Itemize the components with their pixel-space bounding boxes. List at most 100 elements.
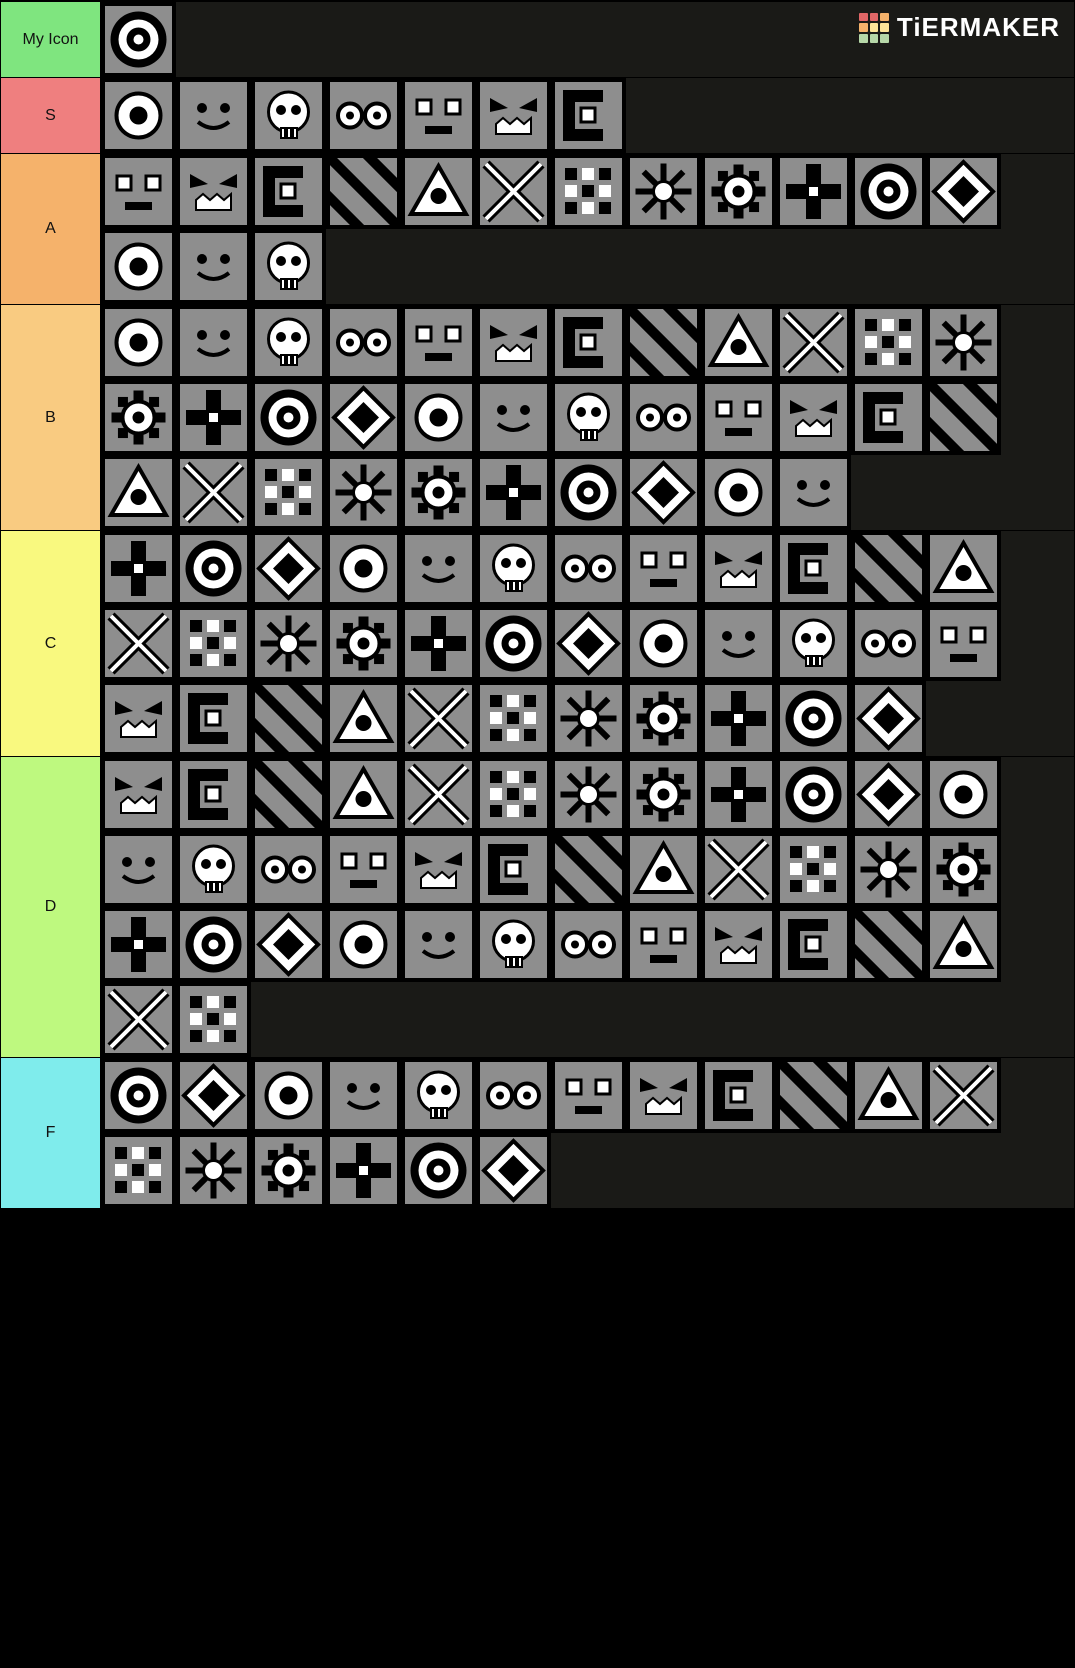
icon-tile[interactable] [551, 832, 626, 907]
icon-tile[interactable] [176, 907, 251, 982]
icon-tile[interactable] [326, 1058, 401, 1133]
icon-tile[interactable] [176, 606, 251, 681]
icon-tile[interactable] [551, 455, 626, 530]
icon-tile[interactable] [251, 1133, 326, 1208]
tier-label-b[interactable]: B [1, 305, 101, 530]
icon-tile[interactable] [101, 154, 176, 229]
icon-tile[interactable] [101, 681, 176, 756]
icon-tile[interactable] [326, 154, 401, 229]
icon-tile[interactable] [401, 1133, 476, 1208]
tier-items-f[interactable] [101, 1058, 1074, 1208]
icon-tile[interactable] [701, 380, 776, 455]
icon-tile[interactable] [626, 380, 701, 455]
icon-tile[interactable] [551, 681, 626, 756]
icon-tile[interactable] [851, 531, 926, 606]
icon-tile[interactable] [551, 757, 626, 832]
tier-items-d[interactable] [101, 757, 1074, 1057]
icon-tile[interactable] [776, 907, 851, 982]
icon-tile[interactable] [101, 606, 176, 681]
icon-tile[interactable] [926, 1058, 1001, 1133]
icon-tile[interactable] [176, 832, 251, 907]
icon-tile[interactable] [101, 78, 176, 153]
icon-tile[interactable] [701, 907, 776, 982]
icon-tile[interactable] [476, 681, 551, 756]
icon-tile[interactable] [476, 154, 551, 229]
icon-tile[interactable] [251, 1058, 326, 1133]
tier-items-a[interactable] [101, 154, 1074, 304]
icon-tile[interactable] [626, 305, 701, 380]
icon-tile[interactable] [476, 78, 551, 153]
icon-tile[interactable] [926, 380, 1001, 455]
icon-tile[interactable] [776, 606, 851, 681]
icon-tile[interactable] [101, 2, 176, 77]
icon-tile[interactable] [326, 305, 401, 380]
icon-tile[interactable] [401, 455, 476, 530]
icon-tile[interactable] [851, 1058, 926, 1133]
icon-tile[interactable] [476, 907, 551, 982]
icon-tile[interactable] [851, 380, 926, 455]
icon-tile[interactable] [101, 1133, 176, 1208]
icon-tile[interactable] [101, 455, 176, 530]
icon-tile[interactable] [176, 78, 251, 153]
icon-tile[interactable] [551, 531, 626, 606]
icon-tile[interactable] [626, 606, 701, 681]
icon-tile[interactable] [176, 531, 251, 606]
icon-tile[interactable] [401, 531, 476, 606]
icon-tile[interactable] [476, 606, 551, 681]
icon-tile[interactable] [851, 907, 926, 982]
icon-tile[interactable] [476, 531, 551, 606]
tier-label-d[interactable]: D [1, 757, 101, 1057]
icon-tile[interactable] [776, 380, 851, 455]
icon-tile[interactable] [551, 1058, 626, 1133]
icon-tile[interactable] [251, 78, 326, 153]
icon-tile[interactable] [326, 78, 401, 153]
icon-tile[interactable] [776, 455, 851, 530]
icon-tile[interactable] [401, 78, 476, 153]
icon-tile[interactable] [551, 154, 626, 229]
icon-tile[interactable] [701, 681, 776, 756]
icon-tile[interactable] [251, 305, 326, 380]
icon-tile[interactable] [401, 681, 476, 756]
icon-tile[interactable] [701, 305, 776, 380]
icon-tile[interactable] [701, 154, 776, 229]
icon-tile[interactable] [551, 606, 626, 681]
icon-tile[interactable] [476, 1058, 551, 1133]
tier-items-s[interactable] [101, 78, 1074, 153]
icon-tile[interactable] [776, 154, 851, 229]
icon-tile[interactable] [326, 455, 401, 530]
icon-tile[interactable] [101, 380, 176, 455]
icon-tile[interactable] [401, 305, 476, 380]
icon-tile[interactable] [926, 757, 1001, 832]
icon-tile[interactable] [251, 907, 326, 982]
icon-tile[interactable] [176, 1133, 251, 1208]
icon-tile[interactable] [851, 757, 926, 832]
icon-tile[interactable] [926, 305, 1001, 380]
icon-tile[interactable] [476, 305, 551, 380]
icon-tile[interactable] [101, 1058, 176, 1133]
tier-label-f[interactable]: F [1, 1058, 101, 1208]
icon-tile[interactable] [251, 380, 326, 455]
tier-label-myicon[interactable]: My Icon [1, 2, 101, 77]
icon-tile[interactable] [776, 681, 851, 756]
icon-tile[interactable] [251, 681, 326, 756]
icon-tile[interactable] [251, 606, 326, 681]
icon-tile[interactable] [176, 757, 251, 832]
icon-tile[interactable] [551, 907, 626, 982]
icon-tile[interactable] [326, 380, 401, 455]
icon-tile[interactable] [401, 1058, 476, 1133]
icon-tile[interactable] [101, 757, 176, 832]
icon-tile[interactable] [101, 531, 176, 606]
icon-tile[interactable] [926, 154, 1001, 229]
icon-tile[interactable] [851, 681, 926, 756]
icon-tile[interactable] [701, 757, 776, 832]
icon-tile[interactable] [326, 681, 401, 756]
icon-tile[interactable] [401, 907, 476, 982]
icon-tile[interactable] [251, 455, 326, 530]
icon-tile[interactable] [476, 455, 551, 530]
icon-tile[interactable] [476, 832, 551, 907]
icon-tile[interactable] [776, 531, 851, 606]
icon-tile[interactable] [776, 305, 851, 380]
icon-tile[interactable] [176, 380, 251, 455]
icon-tile[interactable] [401, 832, 476, 907]
icon-tile[interactable] [326, 1133, 401, 1208]
